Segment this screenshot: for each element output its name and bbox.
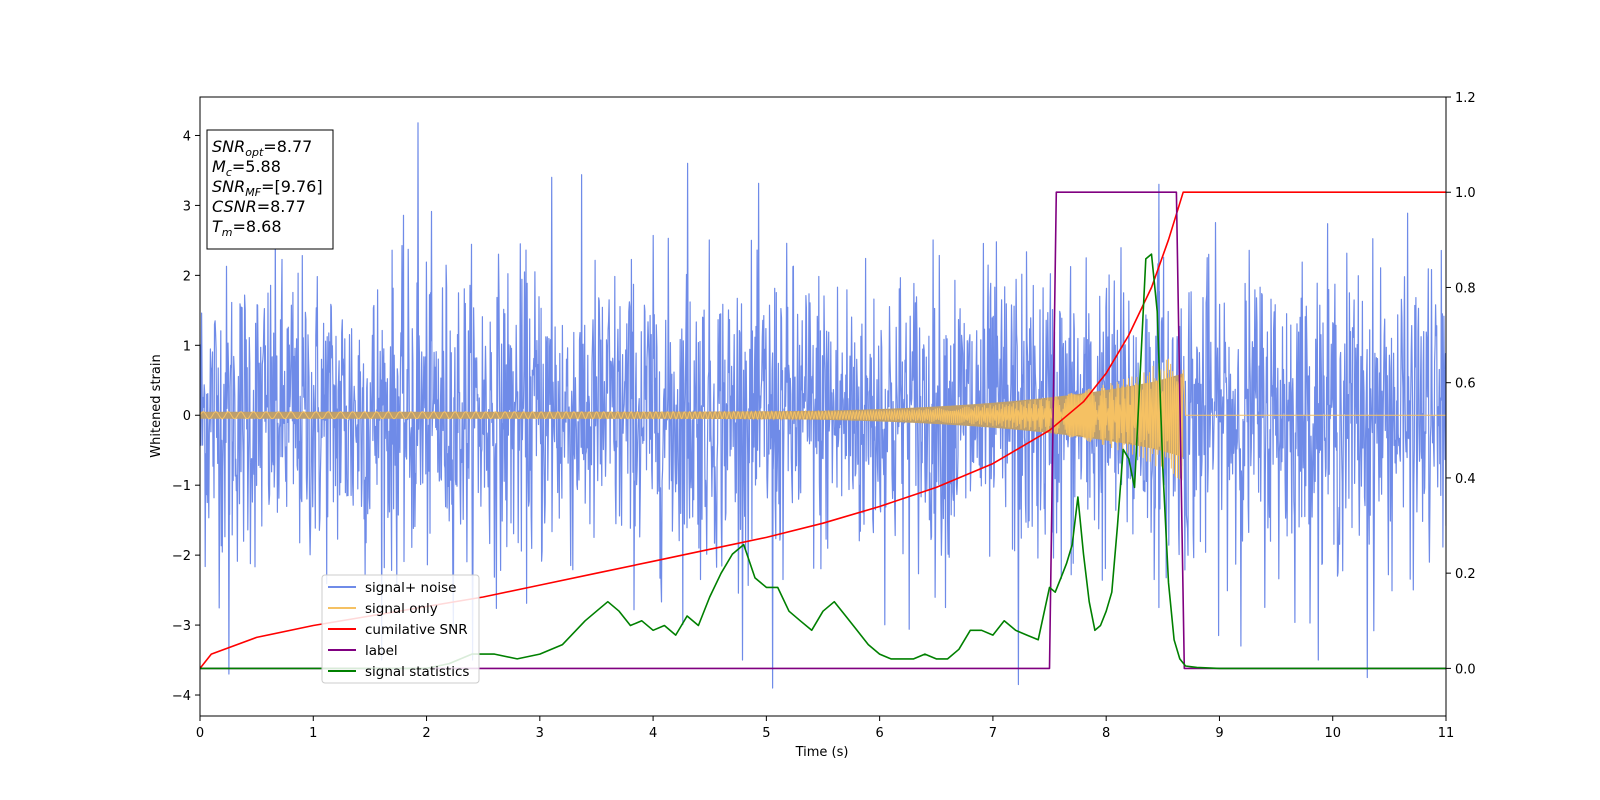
x-tick-label: 6 bbox=[875, 726, 883, 741]
y-left-tick-label: 4 bbox=[183, 129, 191, 144]
annotation-line: CSNR=8.77 bbox=[212, 197, 306, 216]
x-tick-label: 3 bbox=[536, 726, 544, 741]
y-right-tick-label: 0.4 bbox=[1455, 472, 1476, 487]
y-left-tick-label: −4 bbox=[172, 689, 191, 704]
y-left-tick-label: 1 bbox=[183, 339, 191, 354]
x-tick-label: 1 bbox=[309, 726, 317, 741]
x-axis-label: Time (s) bbox=[795, 745, 849, 760]
annotation-line: SNRMF=[9.76] bbox=[212, 177, 323, 199]
series-signal-only-wave bbox=[200, 358, 1446, 481]
x-tick-label: 5 bbox=[762, 726, 770, 741]
legend-label: signal+ noise bbox=[365, 580, 456, 596]
annotation-line: Mc=5.88 bbox=[212, 157, 281, 179]
annotation-line: SNRopt=8.77 bbox=[212, 137, 312, 159]
y-left-tick-label: 0 bbox=[183, 409, 191, 424]
y-left-tick-label: −1 bbox=[172, 479, 191, 494]
x-tick-label: 9 bbox=[1215, 726, 1223, 741]
plot-frame bbox=[199, 96, 1447, 717]
x-tick-label: 10 bbox=[1324, 726, 1341, 741]
x-tick-label: 2 bbox=[422, 726, 430, 741]
y-right-tick-label: 0.2 bbox=[1455, 567, 1476, 582]
x-tick-label: 0 bbox=[196, 726, 204, 741]
left-y-axis: −4 −3 −2 −1 0 1 2 3 4 bbox=[172, 129, 200, 704]
x-tick-label: 7 bbox=[989, 726, 997, 741]
legend-label: label bbox=[365, 643, 398, 659]
y-right-tick-label: 1.0 bbox=[1455, 186, 1476, 201]
x-tick-label: 11 bbox=[1438, 726, 1455, 741]
annotation-box: SNRopt=8.77Mc=5.88SNRMF=[9.76]CSNR=8.77T… bbox=[206, 129, 334, 250]
y-right-tick-label: 0.8 bbox=[1455, 281, 1476, 296]
x-tick-label: 4 bbox=[649, 726, 657, 741]
y-right-tick-label: 1.2 bbox=[1455, 91, 1476, 106]
series-signal-only bbox=[200, 373, 1184, 458]
y-axis-label: Whitened strain bbox=[149, 354, 164, 457]
legend-label: signal statistics bbox=[365, 664, 469, 680]
y-right-tick-label: 0.6 bbox=[1455, 377, 1476, 392]
x-tick-label: 8 bbox=[1102, 726, 1110, 741]
y-left-tick-label: 3 bbox=[183, 199, 191, 214]
legend-label: cumilative SNR bbox=[365, 622, 468, 638]
annotation-line: Tm=8.68 bbox=[212, 217, 282, 239]
y-left-tick-label: −2 bbox=[172, 549, 191, 564]
series-signal-noise bbox=[200, 122, 1446, 689]
right-y-axis: 0.0 0.2 0.4 0.6 0.8 1.0 1.2 bbox=[1446, 91, 1476, 677]
legend-label: signal only bbox=[365, 601, 438, 617]
x-axis: 0 1 2 3 4 5 6 7 8 9 10 11 bbox=[196, 716, 1454, 741]
series-signal-statistics bbox=[200, 253, 1446, 670]
y-left-tick-label: 2 bbox=[183, 269, 191, 284]
legend: signal+ noise signal only cumilative SNR la… bbox=[321, 574, 480, 684]
y-left-tick-label: −3 bbox=[172, 619, 191, 634]
y-right-tick-label: 0.0 bbox=[1455, 662, 1476, 677]
